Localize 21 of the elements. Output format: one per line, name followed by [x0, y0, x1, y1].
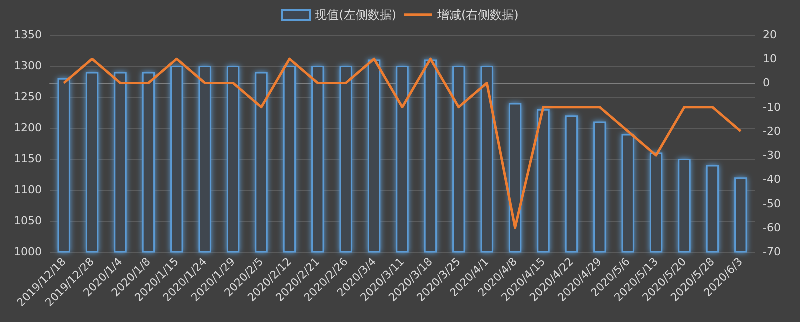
y-tick-label: 1350: [14, 28, 42, 42]
y2-tick-label: -20: [763, 124, 781, 138]
y2-tick-label: 10: [763, 52, 777, 66]
y2-tick-label: -10: [763, 100, 781, 114]
y-tick-label: 1050: [14, 214, 42, 228]
y2-tick-label: -70: [763, 246, 781, 258]
y2-tick-label: -40: [763, 173, 781, 186]
legend-label: 现值(左侧数据): [315, 8, 397, 22]
y-tick-label: 1250: [14, 90, 42, 104]
y2-tick-label: -60: [763, 221, 781, 234]
y-tick-label: 1150: [14, 152, 42, 166]
y2-tick-label: 0: [763, 76, 770, 90]
y-tick-label: 1000: [14, 246, 42, 258]
y2-tick-label: 20: [763, 28, 777, 42]
legend-label: 增减(右侧数据): [436, 8, 519, 22]
y2-tick-label: -30: [763, 149, 781, 162]
y2-tick-label: -50: [763, 197, 781, 210]
y-tick-label: 1300: [14, 60, 42, 72]
y-tick-label: 1200: [14, 122, 42, 134]
line-series: [62, 58, 742, 230]
y-tick-label: 1100: [14, 184, 42, 196]
